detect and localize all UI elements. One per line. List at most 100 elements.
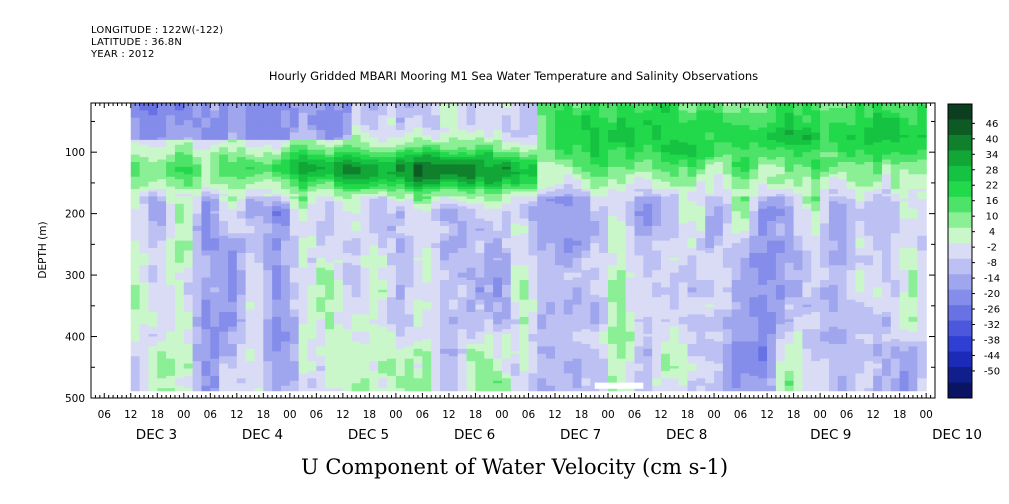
heat-cell [148, 176, 158, 180]
heat-cell [174, 193, 185, 198]
heat-cell [174, 385, 185, 389]
heat-cell [166, 174, 176, 178]
heat-cell [174, 319, 185, 323]
heat-cell [139, 125, 150, 129]
heat-cell [130, 358, 141, 362]
heat-cell [174, 334, 185, 338]
heat-cell [130, 272, 141, 276]
heat-cell [139, 198, 150, 202]
heat-cell [192, 375, 203, 379]
heat-cell [174, 213, 185, 217]
heat-cell [130, 319, 141, 323]
heat-cell [201, 142, 211, 146]
heat-cell [157, 147, 167, 151]
heat-cell [201, 353, 211, 357]
heat-cell [148, 329, 158, 333]
heat-cell [157, 341, 167, 345]
heat-cell [395, 388, 406, 392]
heat-cell [174, 157, 185, 161]
heat-cell [192, 110, 203, 114]
heat-cell [484, 388, 494, 392]
heat-cell [130, 262, 141, 266]
heat-cell [130, 152, 141, 156]
heat-cell [130, 267, 141, 271]
heat-cell [130, 238, 141, 242]
heat-cell [183, 341, 194, 345]
heat-cell [192, 122, 203, 126]
heat-cell [174, 105, 185, 109]
year-label: YEAR : 2012 [91, 49, 155, 60]
heat-cell [166, 302, 176, 306]
heat-cell [148, 159, 158, 163]
heat-cell [139, 370, 150, 375]
heat-cell [166, 307, 176, 311]
heat-cell [130, 302, 141, 306]
heat-cell [201, 343, 211, 347]
heat-cell [192, 265, 203, 269]
heat-cell [448, 388, 459, 392]
heat-cell [201, 213, 211, 217]
heat-cell [139, 152, 150, 156]
heat-cell [139, 230, 150, 234]
heat-cell [130, 235, 141, 239]
heat-cell [139, 287, 150, 291]
heat-cell [157, 316, 167, 320]
heat-cell [166, 341, 176, 345]
heat-cell [148, 193, 158, 198]
heat-cell [157, 198, 167, 202]
heat-cell [139, 358, 150, 362]
heat-cell [130, 380, 141, 384]
heat-cell [139, 120, 150, 124]
heat-cell [192, 275, 203, 279]
heat-cell [192, 267, 203, 271]
heat-cell [201, 174, 211, 178]
heat-cell [130, 120, 141, 124]
heat-cell [130, 265, 141, 269]
heat-cell [183, 331, 194, 335]
heat-cell [139, 250, 150, 254]
heat-cell [157, 169, 167, 173]
heat-cell [192, 169, 203, 173]
heat-cell [139, 385, 150, 389]
heat-cell [192, 184, 203, 188]
heat-cell [148, 363, 158, 367]
heat-cell [183, 228, 194, 232]
heat-cell [166, 105, 176, 109]
heat-cell [139, 380, 150, 384]
heat-cell [148, 186, 158, 190]
heat-cell [174, 144, 185, 148]
heat-cell [174, 245, 185, 249]
heat-cell [334, 388, 344, 392]
heat-cell [148, 368, 158, 372]
heat-cell [174, 137, 185, 141]
heat-cell [174, 353, 185, 357]
heat-cell [157, 221, 167, 225]
heat-cell [183, 206, 194, 210]
heat-cell [201, 201, 211, 205]
heat-cell [201, 125, 211, 129]
heat-cell [157, 272, 167, 276]
heat-cell [174, 326, 185, 330]
heat-cell [157, 144, 167, 148]
heat-cell [201, 388, 211, 392]
heat-cell [174, 122, 185, 126]
heat-cell [201, 280, 211, 284]
heat-cell [157, 152, 167, 156]
heat-cell [183, 134, 194, 139]
heat-cell [157, 139, 167, 143]
heat-cell [174, 255, 185, 259]
heat-cell [192, 216, 203, 220]
heat-cell [166, 316, 176, 320]
heat-cell [201, 233, 211, 237]
heat-cell [148, 370, 158, 375]
heat-cell [148, 248, 158, 252]
heat-cell [139, 272, 150, 276]
heat-cell [130, 363, 141, 367]
heat-cell [148, 243, 158, 247]
heat-cell [130, 294, 141, 298]
heat-cell [201, 287, 211, 291]
heat-cell [174, 171, 185, 175]
heat-cell [148, 272, 158, 276]
heat-cell [139, 208, 150, 212]
